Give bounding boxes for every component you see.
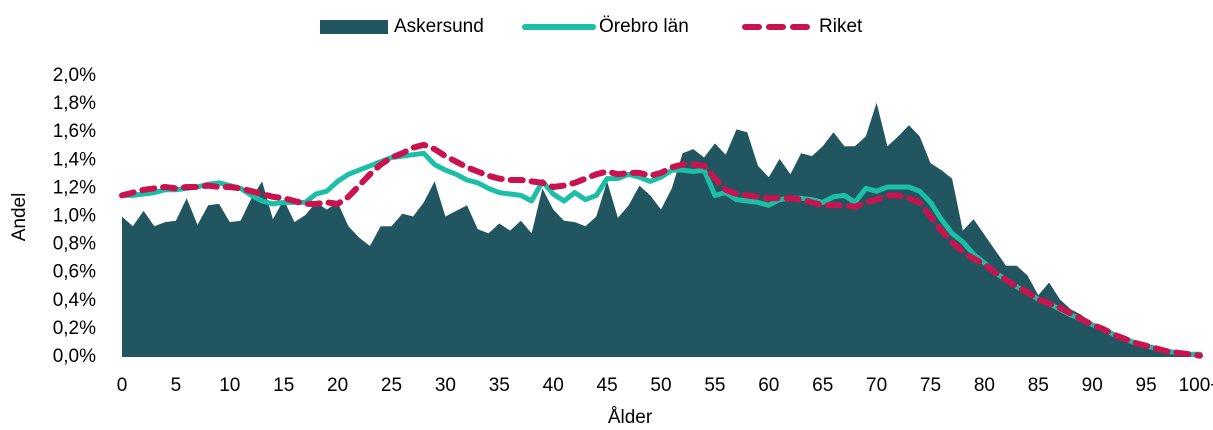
x-tick-label: 100+	[1179, 375, 1213, 396]
x-tick-label: 35	[489, 375, 510, 396]
legend-label: Askersund	[394, 16, 484, 37]
x-tick-label: 0	[117, 375, 128, 396]
y-tick-label: 1,8%	[53, 93, 96, 114]
x-tick-label: 15	[273, 375, 294, 396]
legend-label: Örebro län	[599, 16, 689, 37]
x-tick-label: 30	[435, 375, 456, 396]
y-tick-label: 2,0%	[53, 65, 96, 86]
x-tick-label: 95	[1136, 375, 1157, 396]
y-tick-label: 0,8%	[53, 234, 96, 255]
x-tick-label: 65	[812, 375, 833, 396]
x-tick-label: 25	[381, 375, 402, 396]
x-tick-label: 50	[650, 375, 671, 396]
y-axis-label: Andel	[9, 193, 30, 242]
x-tick-label: 60	[758, 375, 779, 396]
area	[122, 102, 1200, 357]
x-tick-label: 5	[171, 375, 182, 396]
x-tick-label: 75	[920, 375, 941, 396]
x-tick-label: 85	[1028, 375, 1049, 396]
x-tick-label: 45	[597, 375, 618, 396]
y-tick-label: 0,6%	[53, 262, 96, 283]
y-tick-label: 1,0%	[53, 206, 96, 227]
legend-label: Riket	[819, 16, 863, 37]
x-tick-label: 10	[219, 375, 240, 396]
y-tick-label: 1,6%	[53, 121, 96, 142]
y-tick-label: 1,2%	[53, 177, 96, 198]
x-tick-label: 80	[974, 375, 995, 396]
y-tick-label: 0,4%	[53, 290, 96, 311]
legend-swatch	[320, 20, 388, 34]
x-tick-label: 40	[543, 375, 564, 396]
y-tick-label: 0,0%	[53, 346, 96, 367]
y-tick-label: 0,2%	[53, 318, 96, 339]
y-tick-label: 1,4%	[53, 149, 96, 170]
x-tick-label: 70	[866, 375, 887, 396]
line	[119, 141, 1203, 359]
x-tick-label: 55	[704, 375, 725, 396]
x-tick-label: 20	[327, 375, 348, 396]
x-axis-label: Ålder	[608, 407, 653, 428]
x-tick-label: 90	[1082, 375, 1103, 396]
